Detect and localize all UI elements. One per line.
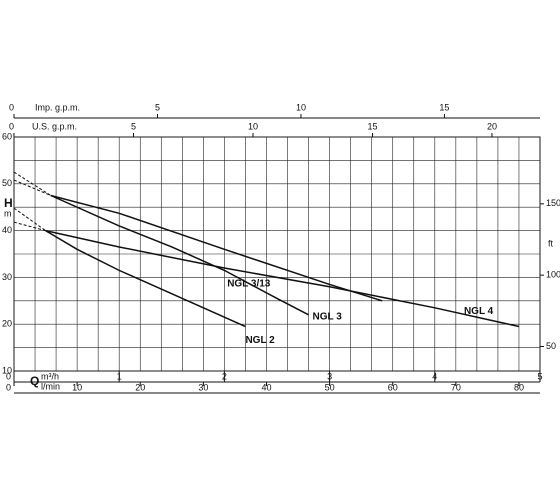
us-tick-label: 5 [131, 121, 136, 131]
lmin-tick-label: 70 [451, 382, 461, 392]
curve [50, 194, 309, 316]
curve-extrapolation [13, 207, 46, 232]
curve [50, 194, 383, 302]
lmin-tick-label: 10 [72, 382, 82, 392]
x-axis-unit: m³/h [41, 371, 59, 381]
y-tick-label: 50 [2, 178, 12, 188]
ft-tick-label: 150 [546, 198, 560, 208]
x-tick-label: 1 [117, 371, 122, 381]
imp-axis-label: Imp. g.p.m. [35, 102, 80, 112]
y-tick-label: 10 [2, 365, 12, 375]
curve-label: NGL 2 [245, 335, 275, 346]
curve-extrapolation [13, 171, 52, 196]
curve-label: NGL 3 [313, 311, 343, 322]
us-tick-label: 0 [9, 121, 14, 131]
x-tick-label: 2 [222, 371, 227, 381]
lmin-tick-label: 20 [135, 382, 145, 392]
imp-tick-label: 10 [296, 102, 306, 112]
curve [45, 229, 246, 328]
lmin-tick-label: 80 [514, 382, 524, 392]
curve-extrapolation [13, 179, 52, 196]
us-tick-label: 20 [487, 121, 497, 131]
lmin-tick-label: 30 [198, 382, 208, 392]
y-tick-label: 20 [2, 319, 12, 329]
x-tick-label: 4 [432, 371, 437, 381]
us-tick-label: 10 [248, 121, 258, 131]
us-tick-label: 15 [367, 121, 377, 131]
curve [45, 229, 520, 328]
y-tick-label: 30 [2, 272, 12, 282]
ft-axis-label: ft [548, 238, 554, 248]
y-tick-label: 40 [2, 225, 12, 235]
lmin-tick-label: 60 [388, 382, 398, 392]
curve-label: NGL 3/13 [227, 278, 271, 289]
curve-extrapolation [13, 221, 46, 232]
x-tick-label: 0 [6, 371, 11, 381]
lmin-tick-label: 0 [6, 382, 11, 392]
lmin-tick-label: 50 [325, 382, 335, 392]
curve-label: NGL 4 [464, 306, 494, 317]
imp-tick-label: 15 [439, 102, 449, 112]
imp-tick-label: 0 [9, 102, 14, 112]
x-tick-label: 5 [537, 371, 542, 381]
imp-tick-label: 5 [155, 102, 160, 112]
y-tick-label: 60 [2, 131, 12, 141]
y-axis-label: H [4, 196, 13, 210]
ft-tick-label: 50 [546, 341, 556, 351]
lmin-tick-label: 40 [261, 382, 271, 392]
ft-tick-label: 100 [546, 270, 560, 280]
x-tick-label: 3 [327, 371, 332, 381]
x-axis-label: Q [30, 374, 39, 388]
us-axis-label: U.S. g.p.m. [32, 121, 77, 131]
lmin-axis-label: l/min [41, 381, 60, 391]
y-axis-unit: m [4, 208, 12, 218]
